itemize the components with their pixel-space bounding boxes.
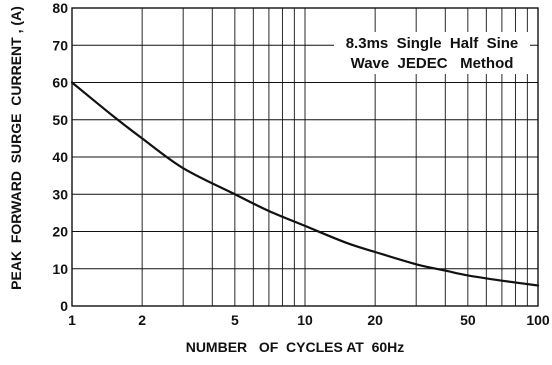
- x-tick-label: 10: [297, 312, 313, 328]
- y-tick-label: 60: [52, 75, 68, 91]
- y-axis-label: PEAK FORWARD SURGE CURRENT , (A): [8, 6, 24, 290]
- plot-frame: [71, 7, 539, 307]
- x-axis-label: NUMBER OF CYCLES AT 60Hz: [186, 339, 405, 355]
- annotation-line-1: 8.3ms Single Half Sine: [346, 35, 519, 52]
- y-tick-label: 80: [52, 0, 68, 16]
- x-tick-label: 1: [68, 312, 76, 328]
- x-tick-label: 5: [231, 312, 239, 328]
- annotation-box: 8.3ms Single Half Sine Wave JEDEC Method: [334, 32, 530, 74]
- y-tick-label: 10: [52, 261, 68, 277]
- x-tick-label: 50: [460, 312, 476, 328]
- annotation-background: [334, 32, 530, 74]
- y-tick-label: 40: [52, 149, 68, 165]
- x-tick-label: 20: [367, 312, 383, 328]
- y-tick-label: 20: [52, 224, 68, 240]
- y-tick-label: 30: [52, 186, 68, 202]
- annotation-line-2: Wave JEDEC Method: [351, 55, 514, 72]
- y-tick-labels: 0 10 20 30 40 50 60 70 80: [52, 0, 68, 314]
- x-tick-label: 2: [138, 312, 146, 328]
- y-tick-label: 50: [52, 112, 68, 128]
- x-tick-label: 100: [526, 312, 550, 328]
- y-tick-label: 70: [52, 37, 68, 53]
- y-tick-label: 0: [60, 298, 68, 314]
- x-tick-labels: 1 2 5 10 20 50 100: [68, 312, 550, 328]
- series-line: [70, 81, 540, 287]
